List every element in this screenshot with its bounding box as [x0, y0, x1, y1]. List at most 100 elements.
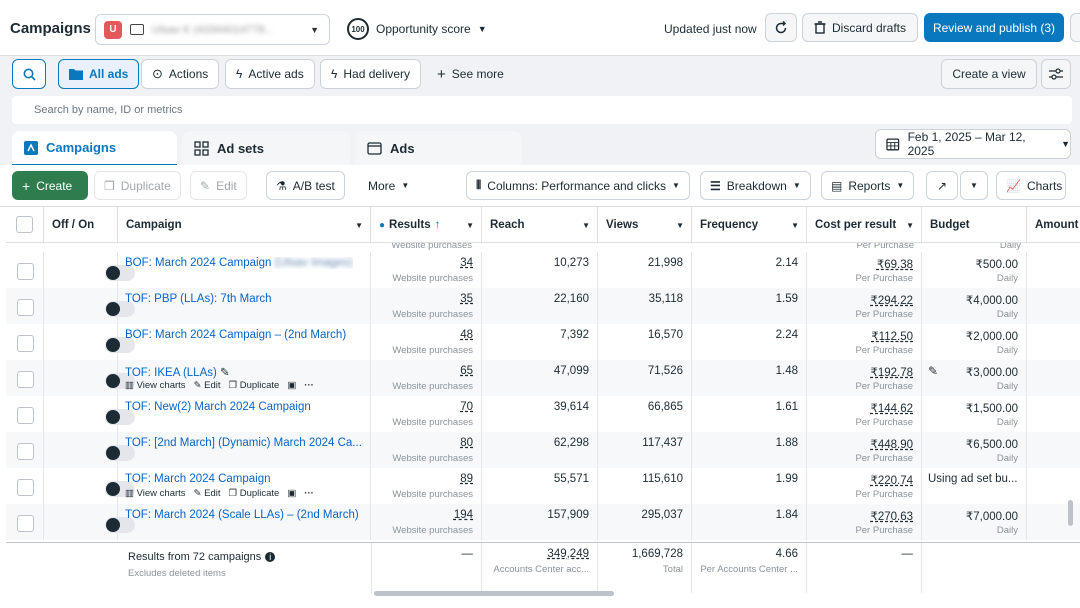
row-checkbox[interactable] [17, 371, 34, 388]
image-icon[interactable]: ▣ [287, 380, 297, 391]
cpr-value[interactable]: ₹270.63 [870, 511, 914, 523]
charts-button[interactable]: 📈 Charts [996, 171, 1066, 200]
tab-ads[interactable]: Ads [355, 131, 522, 166]
campaign-toggle[interactable] [105, 337, 135, 353]
filter-actions[interactable]: ⊙ Actions [141, 59, 220, 89]
view-settings-button[interactable] [1041, 59, 1071, 89]
cpr-value[interactable]: ₹448.90 [870, 439, 914, 451]
campaign-name[interactable]: TOF: New(2) March 2024 Campaign [125, 401, 311, 413]
campaign-toggle[interactable] [105, 517, 135, 533]
select-all-checkbox[interactable] [16, 216, 33, 233]
view-charts-action[interactable]: ▥ View charts [125, 380, 186, 391]
campaign-name[interactable]: TOF: IKEA (LLAs) [125, 367, 217, 379]
results-value[interactable]: 194 [453, 509, 473, 521]
cpr-value[interactable]: ₹69.38 [876, 259, 913, 271]
header-cost-per-result[interactable]: Cost per result ▼ [807, 207, 922, 243]
header-amount[interactable]: Amount [1035, 219, 1079, 231]
campaign-name[interactable]: BOF: March 2024 Campaign [125, 257, 272, 269]
ab-test-button[interactable]: ⚗ A/B test [266, 171, 345, 200]
campaign-name[interactable]: TOF: [2nd March] (Dynamic) March 2024 Ca… [125, 437, 362, 449]
create-button[interactable]: + Create [12, 171, 88, 200]
campaign-name[interactable]: TOF: PBP (LLAs): 7th March [125, 293, 272, 305]
pencil-icon[interactable]: ✎ [928, 364, 939, 378]
header-campaign[interactable]: Campaign ▼ [118, 207, 371, 243]
cpr-value[interactable]: ₹294.22 [870, 295, 914, 307]
row-checkbox[interactable] [17, 407, 34, 424]
duplicate-action[interactable]: ❐ Duplicate [228, 488, 280, 499]
vertical-scrollbar[interactable] [1068, 500, 1073, 526]
campaign-name[interactable]: BOF: March 2024 Campaign – (2nd March) [125, 329, 347, 341]
columns-button[interactable]: ⦀ Columns: Performance and clicks ▼ [466, 171, 690, 200]
results-value[interactable]: 70 [460, 401, 473, 413]
table-row[interactable]: TOF: [2nd March] (Dynamic) March 2024 Ca… [6, 432, 1080, 468]
more-dots-icon[interactable]: ··· [304, 380, 314, 391]
row-checkbox[interactable] [17, 299, 34, 316]
search-toggle-button[interactable] [12, 59, 46, 89]
row-checkbox[interactable] [17, 263, 34, 280]
view-charts-action[interactable]: ▥ View charts [125, 488, 186, 499]
more-button[interactable]: More ▼ [358, 171, 420, 200]
campaign-toggle[interactable] [105, 481, 135, 497]
see-more-button[interactable]: + See more [426, 59, 515, 89]
export-button[interactable]: ↗ [926, 171, 958, 200]
table-row[interactable]: BOF: March 2024 Campaign (Utsav Images) 3… [6, 252, 1080, 288]
date-range-picker[interactable]: Feb 1, 2025 – Mar 12, 2025 ▼ [875, 129, 1071, 159]
breakdown-button[interactable]: ☰ Breakdown ▼ [700, 171, 811, 200]
more-options-button[interactable] [1070, 13, 1080, 42]
header-views[interactable]: Views ▼ [598, 207, 692, 243]
filter-active-ads[interactable]: ϟ Active ads [225, 59, 315, 89]
duplicate-button[interactable]: ❐ Duplicate [94, 171, 181, 200]
results-value[interactable]: 35 [460, 293, 473, 305]
edit-button[interactable]: ✎ Edit [190, 171, 247, 200]
campaign-toggle[interactable] [105, 301, 135, 317]
header-reach[interactable]: Reach ▼ [482, 207, 598, 243]
edit-action[interactable]: ✎ Edit [193, 488, 221, 499]
export-menu-button[interactable]: ▼ [960, 171, 988, 200]
image-icon[interactable]: ▣ [287, 488, 297, 499]
campaign-name[interactable]: TOF: March 2024 (Scale LLAs) – (2nd Marc… [125, 509, 359, 521]
pencil-icon[interactable]: ✎ [220, 367, 230, 379]
table-row[interactable]: TOF: IKEA (LLAs) ✎ ▥ View charts ✎ Edit ❐ D… [6, 360, 1080, 396]
more-dots-icon[interactable]: ··· [304, 488, 314, 499]
table-row[interactable]: TOF: New(2) March 2024 Campaign 70 Website… [6, 396, 1080, 432]
account-selector[interactable]: U Utsav K (43344014778...) ▼ [95, 14, 330, 45]
row-checkbox[interactable] [17, 479, 34, 496]
header-budget[interactable]: Budget [922, 207, 1027, 243]
campaign-toggle[interactable] [105, 445, 135, 461]
tab-campaigns[interactable]: Campaigns [12, 131, 177, 166]
refresh-button[interactable] [765, 13, 797, 42]
campaign-name[interactable]: TOF: March 2024 Campaign [125, 473, 271, 485]
edit-action[interactable]: ✎ Edit [193, 380, 221, 391]
results-value[interactable]: 65 [460, 365, 473, 377]
row-checkbox[interactable] [17, 335, 34, 352]
review-publish-button[interactable]: Review and publish (3) [924, 13, 1064, 42]
campaign-toggle[interactable] [105, 373, 135, 389]
header-frequency[interactable]: Frequency ▼ [692, 207, 807, 243]
reports-button[interactable]: ▤ Reports ▼ [821, 171, 915, 200]
cpr-value[interactable]: ₹144.62 [870, 403, 914, 415]
info-icon[interactable]: i [265, 552, 276, 562]
table-row[interactable]: TOF: PBP (LLAs): 7th March 35 Website purc… [6, 288, 1080, 324]
results-value[interactable]: 34 [460, 257, 473, 269]
cpr-value[interactable]: ₹192.78 [870, 367, 914, 379]
header-results[interactable]: ● Results ↑ ▼ [371, 207, 482, 243]
cpr-value[interactable]: ₹112.50 [871, 331, 913, 343]
row-checkbox[interactable] [17, 443, 34, 460]
footer-reach-value[interactable]: 349,249 [547, 548, 589, 560]
filter-all-ads[interactable]: All ads [58, 59, 140, 89]
horizontal-scrollbar[interactable] [374, 591, 614, 596]
cpr-value[interactable]: ₹220.74 [870, 475, 914, 487]
row-checkbox[interactable] [17, 515, 34, 532]
table-row[interactable]: TOF: March 2024 Campaign ▥ View charts ✎ E… [6, 468, 1080, 504]
opportunity-score[interactable]: 100 Opportunity score ▼ [347, 18, 487, 40]
search-input[interactable]: Search by name, ID or metrics [12, 96, 1072, 124]
campaign-toggle[interactable] [105, 265, 135, 281]
results-value[interactable]: 89 [460, 473, 473, 485]
results-value[interactable]: 48 [460, 329, 473, 341]
create-view-button[interactable]: Create a view [941, 59, 1037, 89]
results-value[interactable]: 80 [460, 437, 473, 449]
campaign-toggle[interactable] [105, 409, 135, 425]
tab-adsets[interactable]: Ad sets [182, 131, 350, 166]
table-row[interactable]: BOF: March 2024 Campaign – (2nd March) 48… [6, 324, 1080, 360]
table-row[interactable]: TOF: March 2024 (Scale LLAs) – (2nd Marc… [6, 504, 1080, 540]
